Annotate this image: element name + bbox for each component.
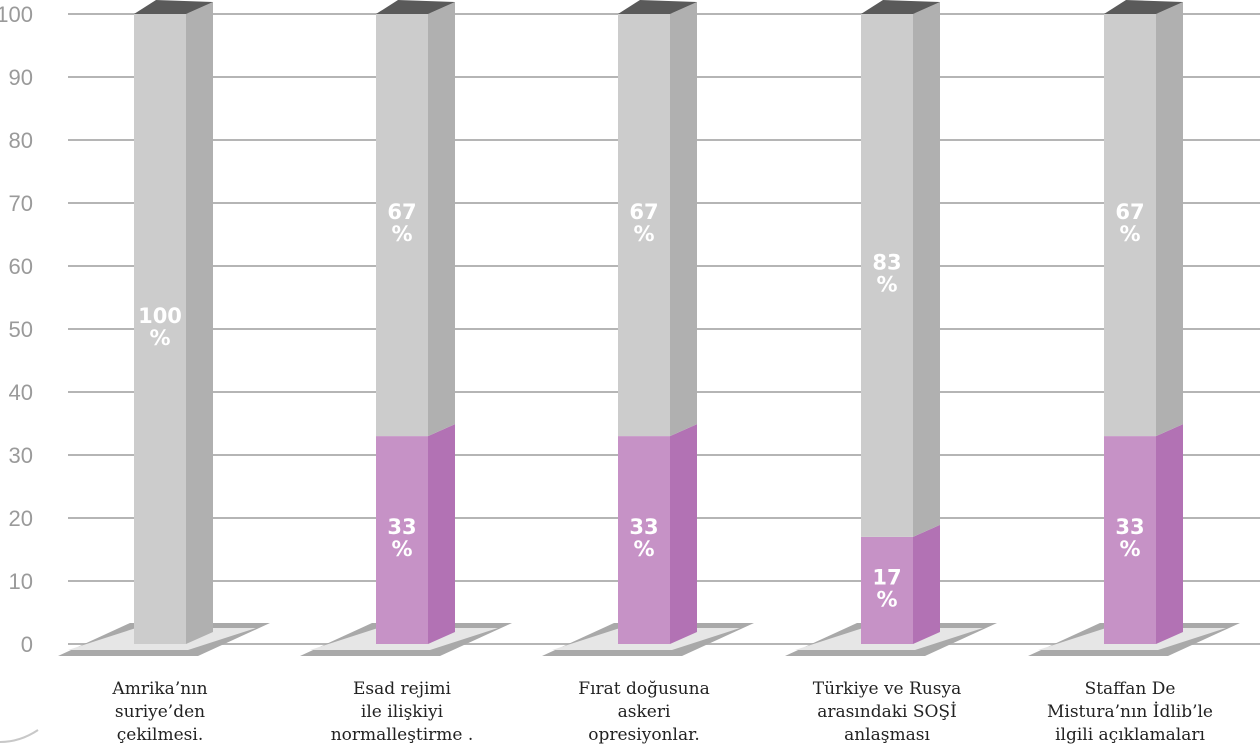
y-tick-label: 80	[9, 128, 33, 153]
category-label: Türkiye ve Rusya arasındaki SOŞİ anlaşması	[813, 679, 962, 745]
segment-value-label: 17%	[872, 565, 901, 611]
category-label: Staffan De Mistura’nın İdlib’le ilgili açı…	[1047, 679, 1213, 745]
y-tick-label: 50	[9, 317, 33, 342]
corner-frame-decoration	[0, 729, 39, 743]
column-segment-side	[913, 2, 940, 537]
column-segment-side	[670, 424, 697, 644]
y-tick-label: 0	[21, 632, 33, 657]
segment-value-label: 67%	[1115, 200, 1144, 246]
column-segment-side	[186, 2, 213, 644]
column-segment-front	[861, 14, 913, 537]
column-top-cap	[376, 0, 455, 14]
segment-value-label: 100%	[138, 304, 182, 350]
category-labels: Amrika’nın suriye’den çekilmesi. Esad rejim…	[111, 679, 1213, 745]
column-segment-front	[376, 14, 428, 437]
segment-value-label: 33%	[1115, 515, 1144, 561]
segment-labels: 100 % 33 % 67 % 33 % 67 % 17 % 83 % 33 % 67%	[138, 200, 1145, 611]
column-segment-front	[1104, 436, 1156, 644]
segment-value-label: 67%	[387, 200, 416, 246]
column-segment-front	[376, 436, 428, 644]
segment-value-label: 33%	[387, 515, 416, 561]
y-axis-tick-labels: 0 10 20 30 40 50 60 70 80 90 100	[0, 2, 33, 657]
column-top-cap	[1104, 0, 1183, 14]
column-top-cap	[134, 0, 213, 14]
category-label: Amrika’nın suriye’den çekilmesi.	[111, 679, 207, 745]
category-label: Esad rejimi ile ilişkiyi normalleştirme .	[331, 679, 474, 745]
category-label: Fırat doğusuna askeri opresiyonlar.	[578, 679, 709, 745]
column-top-cap	[618, 0, 697, 14]
y-tick-label: 30	[9, 443, 33, 468]
column-segment-front	[618, 14, 670, 437]
column-top-cap	[861, 0, 940, 14]
y-tick-label: 90	[9, 65, 33, 90]
segment-value-label: 83%	[872, 250, 901, 296]
columns	[134, 0, 1183, 644]
segment-value-label: 67%	[629, 200, 658, 246]
column-segment-side	[428, 424, 455, 644]
column-segment-side	[1156, 2, 1183, 437]
column-segment-side	[670, 2, 697, 437]
y-tick-label: 70	[9, 191, 33, 216]
y-tick-label: 20	[9, 506, 33, 531]
y-tick-label: 100	[0, 2, 33, 27]
y-tick-label: 60	[9, 254, 33, 279]
column-segment-side	[1156, 424, 1183, 644]
column-segment-front	[1104, 14, 1156, 437]
column-segment-front	[861, 536, 913, 644]
column-segment-side	[428, 2, 455, 437]
column-segment-front	[134, 14, 186, 644]
column-segment-side	[913, 524, 940, 644]
segment-value-label: 33%	[629, 515, 658, 561]
y-tick-label: 40	[9, 380, 33, 405]
column-segment-front	[618, 436, 670, 644]
y-tick-label: 10	[9, 569, 33, 594]
